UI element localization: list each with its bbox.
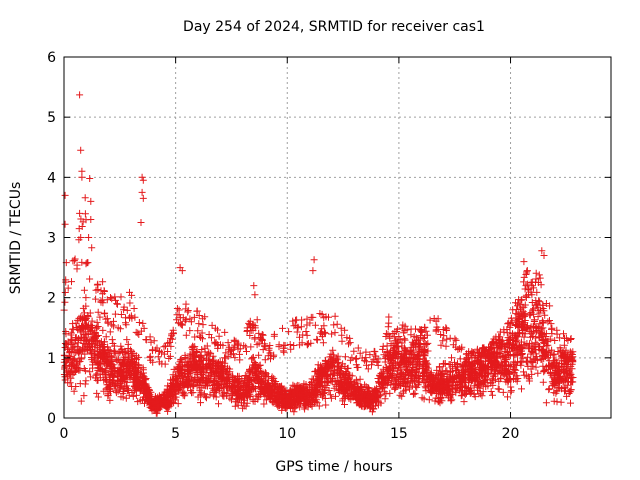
data-point <box>93 318 101 326</box>
data-point <box>80 392 88 400</box>
data-point <box>499 388 507 396</box>
data-point <box>249 354 257 362</box>
data-point <box>224 339 232 347</box>
data-point <box>517 305 524 313</box>
y-axis-label: SRMTID / TECUs <box>8 182 24 295</box>
data-point <box>70 387 78 395</box>
data-point <box>191 333 199 341</box>
data-point <box>279 324 286 332</box>
data-point <box>186 315 194 323</box>
data-point <box>328 330 336 338</box>
y-tick-label: 2 <box>47 291 56 307</box>
data-point <box>261 356 269 364</box>
data-point <box>354 344 362 352</box>
data-point <box>518 385 525 393</box>
data-point <box>515 296 523 304</box>
data-point <box>241 372 249 379</box>
data-point <box>533 288 541 296</box>
data-point <box>61 289 69 296</box>
chart-title: Day 254 of 2024, SRMTID for receiver cas… <box>183 19 485 35</box>
data-point <box>536 309 544 317</box>
data-point <box>539 378 547 386</box>
data-point <box>319 339 327 347</box>
x-tick-label: 15 <box>390 426 408 442</box>
data-point <box>262 396 270 404</box>
data-point <box>125 391 133 399</box>
x-tick-label: 5 <box>171 426 180 442</box>
y-tick-label: 0 <box>47 411 56 427</box>
data-point <box>398 342 406 350</box>
data-point <box>186 327 194 335</box>
data-point <box>246 332 254 339</box>
data-point <box>461 391 469 398</box>
y-tick-label: 1 <box>47 351 56 367</box>
y-tick-label: 6 <box>47 50 56 66</box>
y-tick-label: 3 <box>47 231 56 247</box>
x-tick-label: 10 <box>278 426 296 442</box>
data-point <box>540 367 548 375</box>
y-tick-label: 5 <box>47 110 56 126</box>
data-point <box>442 342 450 350</box>
data-point <box>215 400 222 408</box>
data-point <box>542 399 550 407</box>
data-point <box>94 308 102 316</box>
data-point <box>154 353 162 361</box>
data-point <box>190 313 198 321</box>
data-point <box>164 348 172 355</box>
data-point <box>77 397 85 405</box>
data-point <box>348 354 356 362</box>
data-point <box>504 393 511 401</box>
data-point <box>87 373 95 381</box>
data-points <box>60 91 577 417</box>
data-point <box>334 352 342 360</box>
data-point <box>311 321 319 329</box>
data-point <box>248 355 256 363</box>
data-point <box>316 310 324 317</box>
data-point <box>545 386 553 394</box>
data-point <box>117 311 125 318</box>
data-point <box>452 336 460 344</box>
x-tick-label: 0 <box>60 426 69 442</box>
data-point <box>333 320 341 328</box>
x-tick-label: 20 <box>502 426 520 442</box>
data-point <box>368 361 375 369</box>
data-point <box>534 369 542 377</box>
x-axis-label: GPS time / hours <box>275 459 392 475</box>
data-point <box>86 275 94 283</box>
data-point <box>487 388 495 395</box>
data-point <box>187 318 195 326</box>
y-tick-label: 4 <box>47 170 56 186</box>
